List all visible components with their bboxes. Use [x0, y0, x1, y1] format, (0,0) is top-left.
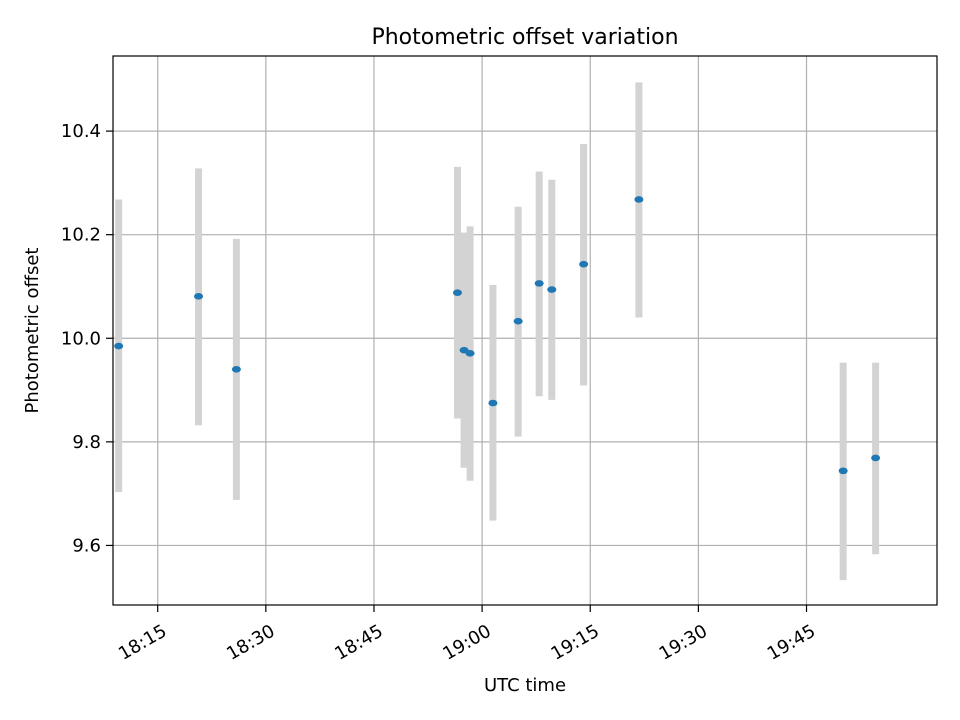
plot-frame [112, 55, 938, 606]
data-point [513, 317, 523, 325]
data-point [579, 260, 589, 268]
y-tick-label: 10.2 [61, 225, 101, 246]
data-point [871, 454, 881, 462]
y-tick-label: 9.6 [72, 535, 101, 556]
grid [113, 56, 937, 605]
x-axis-label: UTC time [484, 675, 566, 696]
y-tick-label: 10.0 [61, 328, 101, 349]
y-axis-label: Photometric offset [22, 248, 43, 414]
data-point [488, 399, 498, 407]
y-tick-label: 10.4 [61, 121, 101, 142]
data-point [114, 342, 124, 350]
data-point [194, 293, 204, 300]
data-point [452, 289, 462, 296]
data-point [547, 286, 557, 293]
data-point [231, 366, 241, 373]
chart-title: Photometric offset variation [371, 25, 678, 50]
data-point [465, 349, 475, 357]
data-point [534, 280, 544, 287]
data-point [634, 196, 644, 203]
data-point [838, 467, 848, 475]
data-points [114, 196, 881, 475]
y-tick-label: 9.8 [72, 432, 101, 453]
y-axis: 9.6 9.8 10.0 10.2 10.4 [61, 121, 113, 556]
